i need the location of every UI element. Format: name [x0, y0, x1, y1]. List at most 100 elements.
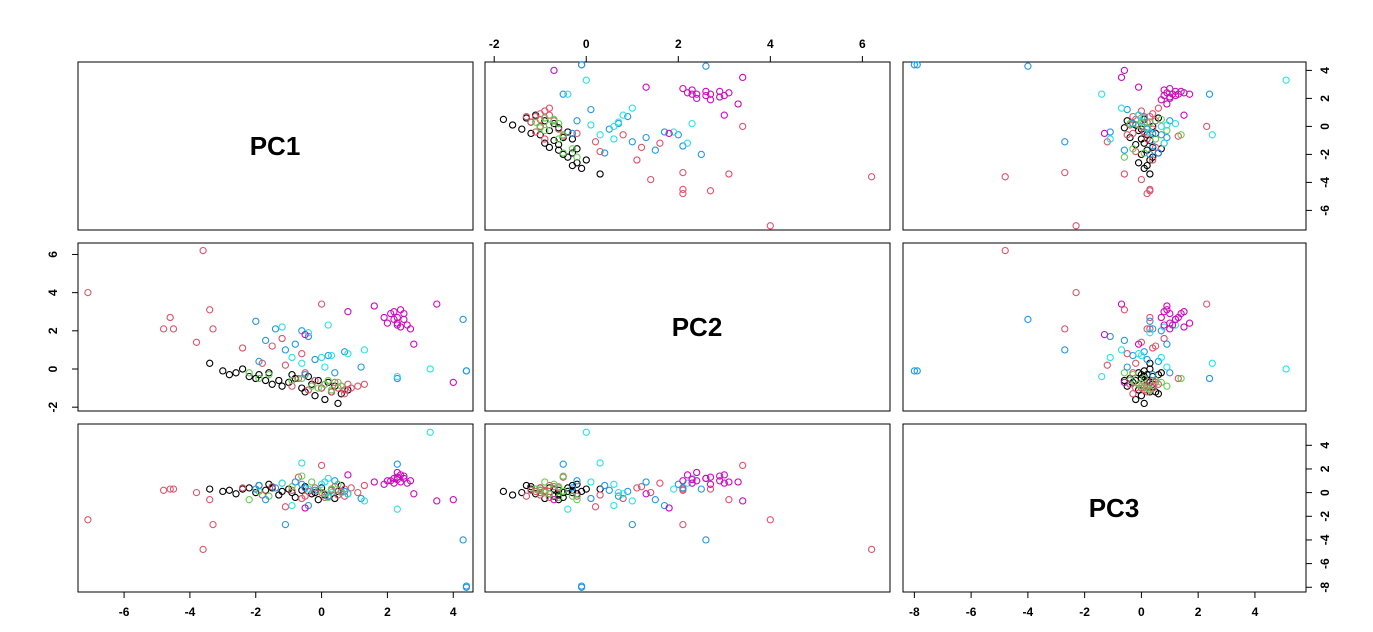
- point-pc1-vs-pc3: [1123, 131, 1131, 139]
- y-tick-label-pc1-right: 4: [1318, 67, 1332, 74]
- point-pc3-vs-pc2: [596, 491, 604, 499]
- point-pc1-vs-pc3: [1117, 104, 1126, 112]
- point-pc1-vs-pc3: [1061, 138, 1069, 146]
- point-pc1-vs-pc3: [1137, 118, 1146, 126]
- point-pc2-vs-pc3: [1137, 382, 1146, 390]
- point-pc3-vs-pc2: [665, 504, 673, 512]
- point-pc2-vs-pc3: [1180, 323, 1188, 331]
- point-pc1-vs-pc3: [1146, 185, 1154, 194]
- point-pc1-vs-pc2: [541, 126, 549, 135]
- point-pc3-vs-pc2: [568, 484, 577, 492]
- point-pc1-vs-pc2: [545, 121, 554, 129]
- point-pc3-vs-pc1: [344, 471, 352, 479]
- x-tick-label-pc1-bottom: -6: [119, 605, 130, 619]
- point-pc2-vs-pc3: [1117, 346, 1126, 354]
- point-pc3-vs-pc2: [522, 492, 531, 500]
- point-pc2-vs-pc3: [1137, 392, 1146, 400]
- point-pc3-vs-pc2: [656, 479, 664, 487]
- point-pc2-vs-pc1: [406, 325, 415, 333]
- y-tick-label-pc3-right: -2: [1318, 511, 1332, 522]
- point-pc2-vs-pc3: [1098, 372, 1106, 381]
- point-pc2-vs-pc1: [410, 340, 418, 348]
- point-pc2-vs-pc1: [245, 369, 253, 377]
- point-pc3-vs-pc2: [531, 487, 540, 496]
- point-pc3-vs-pc2: [541, 478, 549, 486]
- point-pc2-vs-pc3: [1146, 317, 1154, 325]
- point-pc1-vs-pc3: [1205, 90, 1214, 98]
- point-pc3-vs-pc2: [670, 485, 678, 493]
- point-pc2-vs-pc3: [1123, 363, 1131, 371]
- point-pc1-vs-pc2: [679, 185, 687, 194]
- point-pc2-vs-pc1: [321, 395, 329, 404]
- point-pc2-vs-pc1: [462, 367, 471, 375]
- x-tick-label-pc3-bottom: 4: [1252, 605, 1259, 619]
- x-tick-label-pc3-bottom: 2: [1195, 605, 1202, 619]
- point-pc2-vs-pc1: [360, 380, 369, 388]
- point-pc3-vs-pc1: [433, 497, 441, 505]
- point-pc3-vs-pc1: [331, 477, 339, 485]
- point-pc1-vs-pc2: [601, 149, 609, 157]
- point-pc1-vs-pc2: [660, 128, 669, 136]
- y-tick-label-pc3-right: -6: [1318, 558, 1332, 569]
- point-pc3-vs-pc2: [591, 503, 600, 511]
- point-pc2-vs-pc3: [1282, 365, 1290, 373]
- point-pc3-vs-pc2: [518, 488, 526, 497]
- point-pc2-vs-pc3: [1146, 365, 1154, 373]
- point-pc1-vs-pc2: [679, 168, 687, 177]
- point-pc1-vs-pc3: [1146, 128, 1154, 136]
- point-pc2-vs-pc1: [206, 306, 214, 314]
- point-pc3-vs-pc2: [550, 496, 558, 504]
- point-pc1-vs-pc2: [545, 143, 554, 152]
- point-pc3-vs-pc2: [637, 483, 646, 491]
- point-pc2-vs-pc1: [265, 371, 273, 379]
- point-pc1-vs-pc2: [619, 131, 627, 139]
- point-pc1-vs-pc2: [518, 125, 526, 133]
- point-pc3-vs-pc1: [281, 503, 290, 511]
- points-layer: [84, 61, 1290, 591]
- point-pc2-vs-pc3: [1134, 350, 1143, 358]
- point-pc3-vs-pc2: [568, 488, 577, 497]
- point-pc1-vs-pc2: [541, 117, 549, 125]
- point-pc1-vs-pc2: [637, 143, 646, 152]
- point-pc2-vs-pc1: [301, 330, 309, 339]
- point-pc3-vs-pc1: [219, 487, 227, 496]
- point-pc1-vs-pc2: [706, 96, 715, 104]
- point-pc1-vs-pc2: [614, 118, 623, 126]
- point-pc1-vs-pc3: [1149, 156, 1157, 164]
- axes-layer: -2 0 2 4 6 -6 -4 -2 0 2 4 -8 -6 -4 -2 0 2 4 -2 0 2 4 6 -6 -4 -2 0 2…: [46, 37, 1332, 619]
- point-pc2-vs-pc1: [209, 325, 217, 333]
- y-tick-label-pc2-left: -2: [46, 402, 60, 413]
- point-pc2-vs-pc1: [268, 380, 276, 388]
- point-pc1-vs-pc2: [697, 150, 705, 159]
- point-pc1-vs-pc2: [739, 122, 747, 131]
- point-pc3-vs-pc1: [169, 485, 178, 493]
- point-pc1-vs-pc3: [1061, 168, 1069, 177]
- point-pc2-vs-pc1: [327, 386, 336, 394]
- point-pc2-vs-pc1: [354, 382, 362, 390]
- point-pc1-vs-pc2: [591, 138, 600, 146]
- point-pc2-vs-pc1: [449, 378, 457, 387]
- point-pc3-vs-pc2: [536, 488, 544, 497]
- point-pc1-vs-pc2: [550, 66, 558, 75]
- y-tick-label-pc2-left: 4: [46, 289, 60, 296]
- point-pc1-vs-pc2: [536, 124, 544, 132]
- point-pc1-vs-pc2: [554, 135, 563, 143]
- point-pc3-vs-pc1: [314, 496, 322, 504]
- panel-pc2-vs-pc1: [77, 242, 474, 412]
- point-pc2-vs-pc1: [192, 338, 201, 346]
- point-pc2-vs-pc1: [331, 369, 339, 377]
- point-pc3-vs-pc2: [522, 481, 531, 490]
- point-pc1-vs-pc3: [1120, 146, 1129, 154]
- point-pc2-vs-pc3: [1117, 300, 1126, 308]
- point-pc2-vs-pc1: [334, 399, 342, 408]
- point-pc1-vs-pc2: [610, 135, 618, 143]
- point-pc3-vs-pc2: [642, 490, 650, 498]
- point-pc1-vs-pc2: [559, 131, 567, 139]
- point-pc2-vs-pc1: [321, 363, 329, 371]
- point-pc2-vs-pc3: [1157, 378, 1165, 387]
- point-pc3-vs-pc1: [238, 484, 247, 492]
- point-pc1-vs-pc2: [688, 119, 696, 128]
- point-pc2-vs-pc1: [393, 372, 401, 381]
- point-pc1-vs-pc3: [1117, 73, 1126, 82]
